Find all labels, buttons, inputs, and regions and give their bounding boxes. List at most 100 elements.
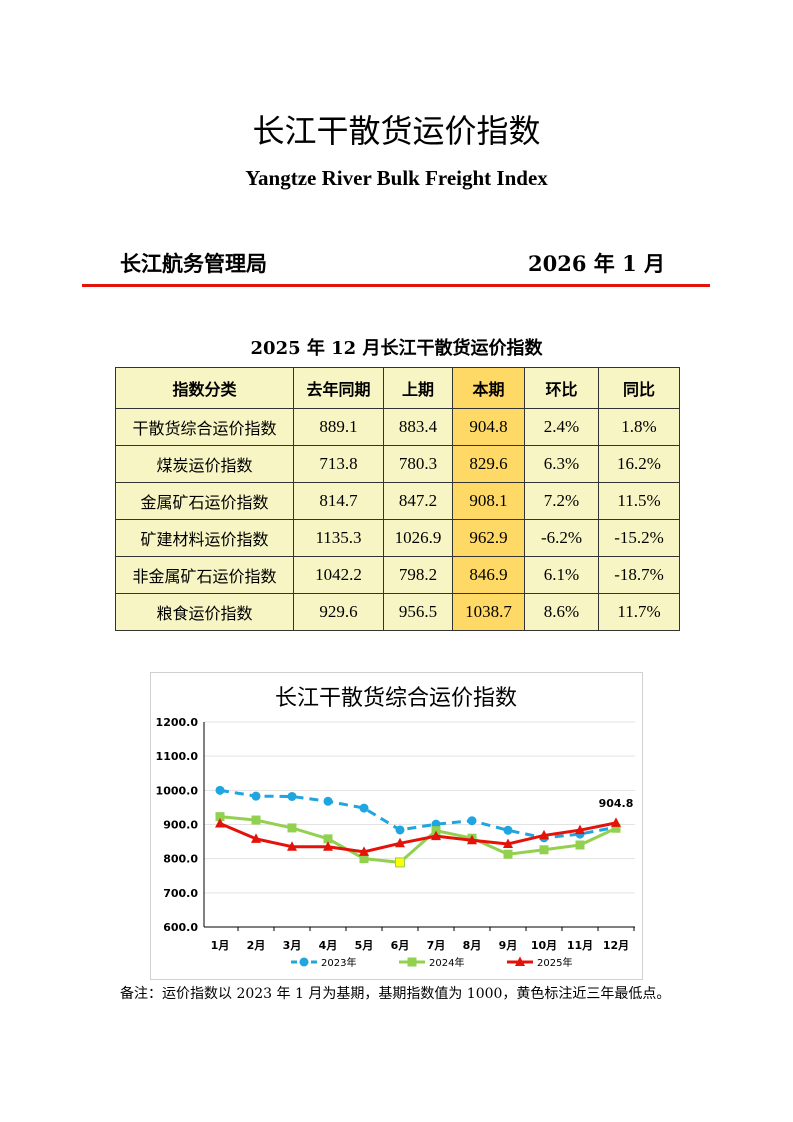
- x-tick-label: 5月: [355, 939, 374, 952]
- data-point-triangle: [215, 817, 225, 828]
- table-row: 金属矿石运价指数 814.7 847.2 908.1 7.2% 11.5%: [115, 482, 680, 520]
- table-cell: 6.1%: [524, 556, 599, 594]
- header-divider: [82, 284, 710, 287]
- chart-container: 长江干散货综合运价指数 600.0 700.0 800.0 900.0 1000.0 110…: [150, 672, 643, 980]
- page-subtitle: Yangtze River Bulk Freight Index: [245, 166, 548, 190]
- x-tick-label: 6月: [391, 939, 410, 952]
- table-cell: 713.8: [293, 445, 384, 483]
- data-point-triangle: [395, 837, 405, 848]
- line-chart: 长江干散货综合运价指数 600.0 700.0 800.0 900.0 1000.0 110…: [156, 686, 635, 969]
- column-header: 本期: [452, 367, 525, 409]
- index-category: 干散货综合运价指数: [115, 408, 294, 446]
- index-category: 煤炭运价指数: [115, 445, 294, 483]
- column-header: 指数分类: [115, 367, 294, 409]
- table-cell: -6.2%: [524, 519, 599, 557]
- data-point-triangle: [467, 834, 477, 845]
- table-cell: 956.5: [383, 593, 453, 631]
- y-tick-label: 800.0: [163, 853, 198, 866]
- data-point-circle: [359, 803, 369, 813]
- table-title: 2025 年 12 月长江干散货运价指数: [250, 338, 543, 359]
- data-point-triangle: [359, 846, 369, 856]
- x-tick-label: 3月: [283, 939, 302, 952]
- index-category: 粮食运价指数: [115, 593, 294, 631]
- table-cell: 929.6: [293, 593, 384, 631]
- data-point-square: [503, 849, 513, 859]
- table-cell: 7.2%: [524, 482, 599, 520]
- x-tick-label: 9月: [499, 939, 518, 952]
- data-point-circle: [323, 796, 333, 806]
- table-cell: 883.4: [383, 408, 453, 446]
- data-point-triangle: [251, 833, 261, 843]
- legend-label: 2023年: [321, 956, 356, 969]
- organization: 长江航务管理局: [120, 251, 267, 276]
- x-tick-label: 1月: [211, 939, 230, 952]
- table-row: 非金属矿石运价指数 1042.2 798.2 846.9 6.1% -18.7%: [115, 556, 680, 594]
- lowest-point-marker: [395, 857, 405, 868]
- chart-title: 长江干散货综合运价指数: [275, 686, 517, 711]
- x-tick-label: 12月: [603, 939, 629, 952]
- table-header-row: 指数分类 去年同期 上期 本期 环比 同比: [115, 367, 680, 409]
- x-tick-label: 2月: [247, 939, 266, 952]
- table-row: 煤炭运价指数 713.8 780.3 829.6 6.3% 16.2%: [115, 445, 680, 483]
- data-point-circle: [251, 791, 261, 801]
- data-point-square: [287, 823, 297, 833]
- data-point-triangle: [539, 829, 549, 840]
- data-point-circle: [503, 825, 513, 835]
- table-cell: 846.9: [452, 556, 525, 594]
- table-row: 矿建材料运价指数 1135.3 1026.9 962.9 -6.2% -15.2%: [115, 519, 680, 557]
- data-point-triangle: [287, 841, 297, 851]
- table-cell: 16.2%: [598, 445, 680, 483]
- table-row: 干散货综合运价指数 889.1 883.4 904.8 2.4% 1.8%: [115, 408, 680, 446]
- table-cell: 1026.9: [383, 519, 453, 557]
- table-cell: 780.3: [383, 445, 453, 483]
- x-tick-label: 11月: [567, 939, 593, 952]
- data-point-square: [611, 823, 621, 833]
- column-header: 上期: [383, 367, 453, 409]
- y-tick-label: 700.0: [163, 887, 198, 900]
- data-label-annotation: 904.8: [599, 797, 634, 810]
- footnote: 备注：运价指数以 2023 年 1 月为基期，基期指数值为 1000，黄色标注近…: [120, 986, 671, 1002]
- y-tick-label: 1100.0: [156, 750, 199, 763]
- legend-label: 2025年: [537, 956, 572, 969]
- index-category: 金属矿石运价指数: [115, 482, 294, 520]
- y-tick-label: 1200.0: [156, 716, 199, 729]
- table-cell: -18.7%: [598, 556, 680, 594]
- series-line: [219, 788, 617, 840]
- data-point-square: [575, 840, 585, 850]
- column-header: 环比: [524, 367, 599, 409]
- table-cell: 1042.2: [293, 556, 384, 594]
- data-point-square: [359, 854, 369, 864]
- table-cell: -15.2%: [598, 519, 680, 557]
- data-point-circle: [395, 825, 405, 835]
- page-title: 长江干散货运价指数: [252, 112, 541, 150]
- data-point-triangle: [323, 841, 333, 851]
- x-tick-label: 10月: [531, 939, 557, 952]
- data-point-triangle: [575, 824, 585, 835]
- table-cell: 2.4%: [524, 408, 599, 446]
- data-point-square: [407, 957, 417, 967]
- column-header: 同比: [598, 367, 680, 409]
- data-point-triangle: [431, 830, 441, 841]
- index-category: 矿建材料运价指数: [115, 519, 294, 557]
- table-cell: 814.7: [293, 482, 384, 520]
- series-2025年: [215, 817, 621, 856]
- y-tick-label: 1000.0: [156, 784, 199, 797]
- data-point-square: [323, 834, 333, 844]
- table-cell: 1.8%: [598, 408, 680, 446]
- data-point-circle: [467, 816, 477, 826]
- data-point-circle: [299, 957, 309, 967]
- column-header: 去年同期: [293, 367, 384, 409]
- table-row: 粮食运价指数 929.6 956.5 1038.7 8.6% 11.7%: [115, 593, 680, 631]
- data-point-square: [251, 815, 261, 825]
- table-cell: 1038.7: [452, 593, 525, 631]
- table-cell: 889.1: [293, 408, 384, 446]
- issue-date: 2026 年 1 月: [528, 251, 665, 276]
- table-cell: 6.3%: [524, 445, 599, 483]
- table-cell: 829.6: [452, 445, 525, 483]
- table-cell: 11.5%: [598, 482, 680, 520]
- table-cell: 962.9: [452, 519, 525, 557]
- y-tick-label: 600.0: [163, 921, 198, 934]
- table-cell: 1135.3: [293, 519, 384, 557]
- data-point-triangle: [503, 838, 513, 848]
